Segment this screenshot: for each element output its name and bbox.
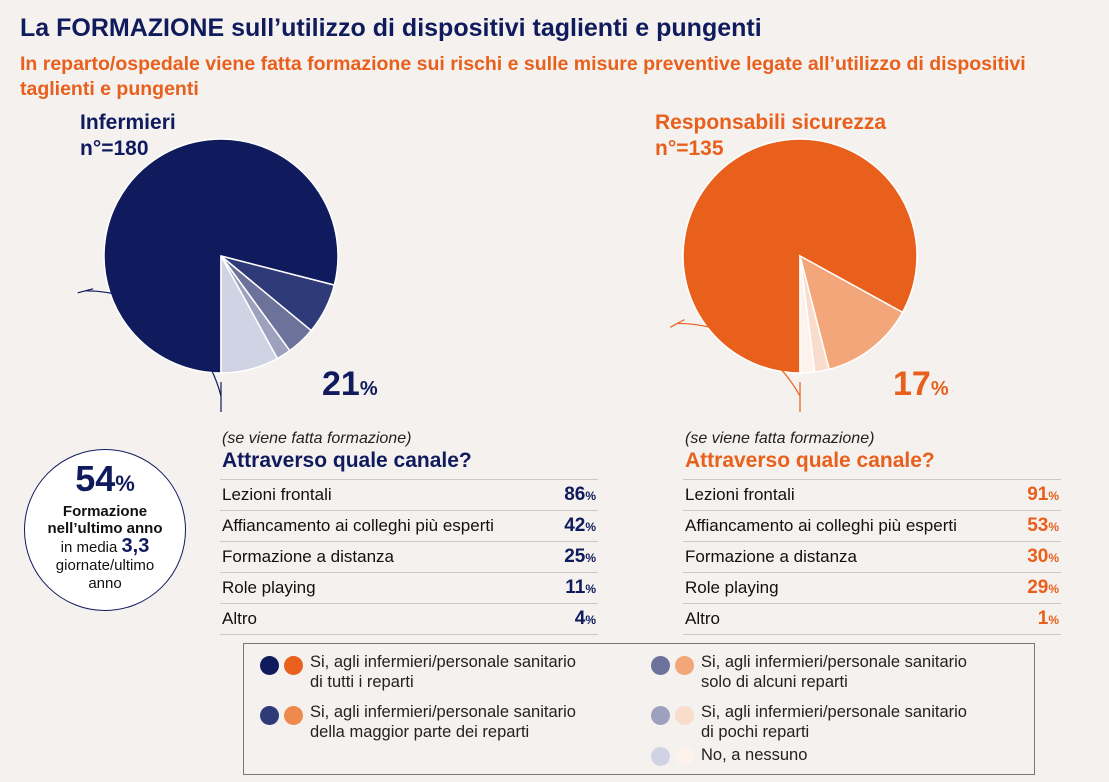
legend: Si, agli infermieri/personale sanitario d…	[243, 643, 1035, 775]
infermieri-callout-value: 21	[322, 365, 360, 403]
table-row: Role playing 11%	[220, 572, 598, 604]
channel-label: Altro	[220, 603, 555, 635]
channel-label: Lezioni frontali	[220, 479, 555, 511]
channel-label: Lezioni frontali	[683, 479, 1018, 511]
pie-slice	[799, 255, 816, 374]
channel-value: 29%	[1017, 572, 1061, 604]
responsabili-callout: 17%	[893, 365, 949, 404]
responsabili-callout-value: 17	[893, 365, 931, 403]
callout-arc	[677, 322, 801, 397]
channel-value: 1%	[1017, 603, 1061, 635]
callout-tick	[77, 288, 94, 294]
table-row: Lezioni frontali 91%	[683, 479, 1061, 511]
legend-item: No, a nessuno	[701, 746, 808, 764]
legend-dot-rs	[284, 656, 303, 675]
channel-label: Role playing	[683, 572, 1018, 604]
table-row: Formazione a distanza 25%	[220, 541, 598, 573]
highlight-pct: 54%	[75, 458, 135, 499]
highlight-label-2: nell’ultimo anno	[47, 520, 163, 537]
infermieri-label: Infermieri n°=180	[80, 110, 176, 162]
table-row: Affiancamento ai colleghi più esperti 53%	[683, 510, 1061, 542]
legend-dot-rs	[675, 706, 694, 725]
responsabili-channel-table: Lezioni frontali 91% Affiancamento ai col…	[683, 479, 1061, 635]
channel-value: 25%	[554, 541, 598, 573]
highlight-label-1: Formazione	[62, 503, 148, 520]
channel-label: Altro	[683, 603, 1018, 635]
infermieri-pie	[103, 138, 339, 374]
responsabili-pie	[682, 138, 918, 374]
pie-slice	[798, 254, 904, 371]
highlight-average: in media 3,3	[60, 535, 150, 557]
table-row: Altro 4%	[220, 603, 598, 635]
highlight-avg-line2: giornate/ultimo	[55, 557, 155, 574]
inf-if-note: (se viene fatta formazione)	[222, 430, 412, 447]
channel-label: Formazione a distanza	[683, 541, 1018, 573]
legend-dot-rs	[675, 747, 694, 766]
table-row: Lezioni frontali 86%	[220, 479, 598, 511]
legend-dot-inf	[260, 656, 279, 675]
channel-label: Affiancamento ai colleghi più esperti	[220, 510, 555, 542]
rs-if-note: (se viene fatta formazione)	[685, 430, 875, 447]
page-subtitle: In reparto/ospedale viene fatta formazio…	[20, 53, 1026, 100]
channel-value: 91%	[1017, 479, 1061, 511]
legend-item: Si, agli infermieri/personale sanitario d…	[310, 703, 576, 741]
legend-dot-rs	[675, 656, 694, 675]
infermieri-name: Infermieri	[80, 111, 176, 134]
pie-charts	[77, 138, 918, 412]
legend-item: Si, agli infermieri/personale sanitario s…	[701, 653, 967, 691]
page-title: La FORMAZIONE sull’utilizzo di dispositi…	[20, 14, 762, 42]
rs-question: Attraverso quale canale?	[685, 449, 935, 472]
table-row: Formazione a distanza 30%	[683, 541, 1061, 573]
legend-item: Si, agli infermieri/personale sanitario d…	[310, 653, 576, 691]
callout-tick	[670, 319, 685, 328]
responsabili-n: n°=135	[655, 137, 724, 160]
channel-label: Formazione a distanza	[220, 541, 555, 573]
channel-label: Role playing	[220, 572, 555, 604]
table-row: Altro 1%	[683, 603, 1061, 635]
legend-dot-inf	[260, 706, 279, 725]
infermieri-channel-table: Lezioni frontali 86% Affiancamento ai col…	[220, 479, 598, 635]
training-highlight-circle: 54% Formazione nell’ultimo anno in media…	[24, 449, 186, 611]
pie-slice	[220, 255, 279, 374]
legend-dot-inf	[651, 656, 670, 675]
channel-value: 4%	[554, 603, 598, 635]
legend-item: Si, agli infermieri/personale sanitario d…	[701, 703, 967, 741]
legend-dot-rs	[284, 706, 303, 725]
channel-label: Affiancamento ai colleghi più esperti	[683, 510, 1018, 542]
highlight-avg-line3: anno	[88, 575, 122, 592]
legend-dot-inf	[651, 706, 670, 725]
channel-value: 42%	[554, 510, 598, 542]
channel-value: 86%	[554, 479, 598, 511]
table-row: Affiancamento ai colleghi più esperti 42%	[220, 510, 598, 542]
callout-brackets	[77, 288, 801, 412]
responsabili-name: Responsabili sicurezza	[655, 111, 887, 134]
infermieri-callout: 21%	[322, 365, 378, 404]
channel-value: 30%	[1017, 541, 1061, 573]
channel-value: 53%	[1017, 510, 1061, 542]
infermieri-n: n°=180	[80, 137, 149, 160]
responsabili-callout-unit: %	[930, 378, 949, 400]
channel-value: 11%	[554, 572, 598, 604]
table-row: Role playing 29%	[683, 572, 1061, 604]
infermieri-callout-unit: %	[359, 378, 378, 400]
legend-dot-inf	[651, 747, 670, 766]
callout-arc	[85, 290, 222, 397]
responsabili-label: Responsabili sicurezza n°=135	[655, 110, 886, 162]
inf-question: Attraverso quale canale?	[222, 449, 472, 472]
